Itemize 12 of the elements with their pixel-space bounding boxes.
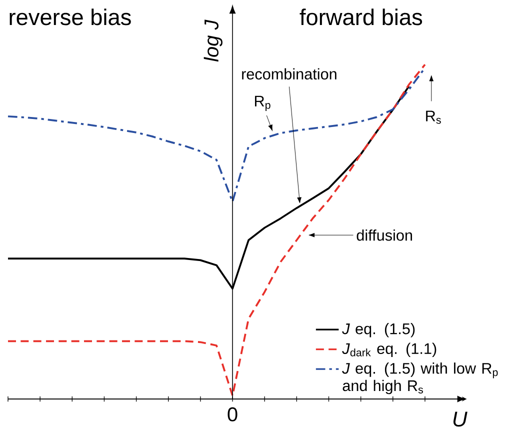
legend-label: J$_{dark}$ eq. (1.1)	[342, 342, 436, 358]
annotation: R$_{s}$	[426, 110, 441, 124]
annotation: R$_{p}$	[255, 96, 270, 112]
y-axis-title: log J	[204, 20, 222, 62]
annotation: diffusion	[356, 229, 412, 241]
x-axis-title: U	[453, 412, 468, 427]
text: forward bias	[300, 8, 422, 26]
text: J eq. (1.5) with low R$_{p}$ and high R$_{s}$	[342, 362, 498, 394]
legend-label: J eq. (1.5)	[342, 322, 415, 338]
annotation: recombination	[242, 68, 336, 80]
text: 0	[228, 407, 238, 422]
text: reverse bias	[10, 8, 131, 26]
